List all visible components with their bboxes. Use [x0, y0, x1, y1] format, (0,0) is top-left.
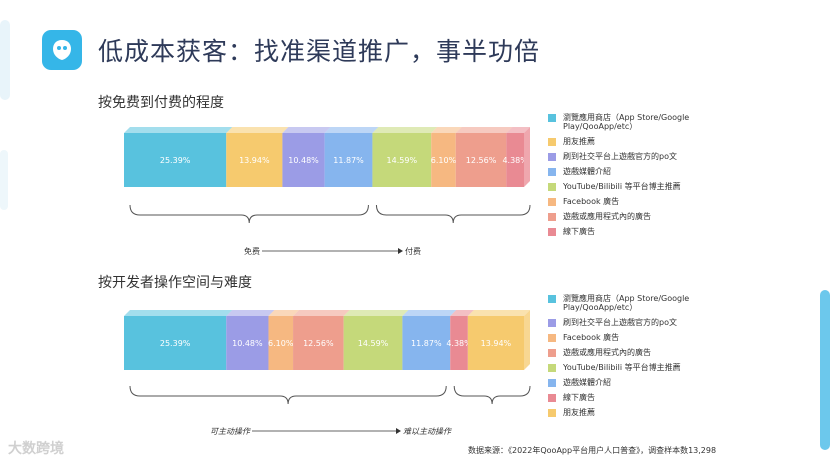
- legend-swatch: [548, 394, 556, 402]
- legend-swatch: [548, 153, 556, 161]
- chart2-bar-top-1: [226, 310, 274, 316]
- legend-swatch: [548, 409, 556, 417]
- legend-label: Facebook 廣告: [563, 197, 619, 206]
- chart1-bar-label-6: 12.56%: [466, 156, 497, 165]
- legend-label: 線下廣告: [563, 227, 595, 236]
- legend-label: 朋友推薦: [563, 137, 595, 146]
- chart2-legend: 瀏覽應用商店（App Store/Google Play/QooApp/etc）…: [548, 294, 708, 423]
- legend-label: 線下廣告: [563, 393, 595, 402]
- chart2-bar-label-5: 11.87%: [411, 339, 442, 348]
- legend-label: 遊戲媒體介紹: [563, 378, 611, 387]
- chart2-legend-item: 刷到社交平台上遊戲官方的po文: [548, 318, 708, 327]
- chart2-bar-side: [524, 310, 530, 370]
- legend-swatch: [548, 379, 556, 387]
- chart2-brace-right: [454, 386, 530, 404]
- chart1-legend-item: 刷到社交平台上遊戲官方的po文: [548, 152, 708, 161]
- chart2-legend-item: 瀏覽應用商店（App Store/Google Play/QooApp/etc）: [548, 294, 708, 312]
- chart1-arrow-head: [398, 248, 403, 254]
- legend-label: 遊戲或應用程式內的廣告: [563, 348, 651, 357]
- chart2-bar-top-5: [402, 310, 456, 316]
- chart1-legend-item: Facebook 廣告: [548, 197, 708, 206]
- legend-label: 刷到社交平台上遊戲官方的po文: [563, 152, 677, 161]
- chart1-bar-top-4: [372, 127, 437, 133]
- chart2-brace-left: [130, 386, 446, 404]
- legend-swatch: [548, 364, 556, 372]
- chart2-brace-right-label: 难以主动操作: [403, 427, 453, 436]
- chart2-legend-item: Facebook 廣告: [548, 333, 708, 342]
- chart1-legend-item: 線下廣告: [548, 227, 708, 236]
- chart2-legend-item: 線下廣告: [548, 393, 708, 402]
- chart1-bar-label-3: 11.87%: [333, 156, 364, 165]
- chart1-bar-label-1: 13.94%: [239, 156, 270, 165]
- legend-label: 朋友推薦: [563, 408, 595, 417]
- legend-label: 刷到社交平台上遊戲官方的po文: [563, 318, 677, 327]
- chart2-bar-label-1: 10.48%: [232, 339, 263, 348]
- chart1-brace-right: [376, 205, 530, 223]
- brand-watermark: 大数跨境: [8, 438, 64, 458]
- chart1-bar-top-6: [456, 127, 513, 133]
- chart1-bar-top-0: [124, 127, 232, 133]
- chart2-arrow-head: [396, 428, 401, 434]
- chart2-bar-top-7: [468, 310, 530, 316]
- chart2-bar-top-3: [293, 310, 350, 316]
- chart2-bar-top-4: [344, 310, 409, 316]
- chart2-brace-left-label: 可主动操作: [210, 427, 252, 436]
- legend-label: 遊戲媒體介紹: [563, 167, 611, 176]
- legend-swatch: [548, 334, 556, 342]
- chart1-brace-right-label: 付费: [405, 246, 421, 256]
- legend-swatch: [548, 295, 556, 303]
- legend-swatch: [548, 319, 556, 327]
- legend-label: Facebook 廣告: [563, 333, 619, 342]
- chart2-bar-label-0: 25.39%: [160, 339, 191, 348]
- data-source-note: 数据来源：《2022年QooApp平台用户人口普查》，调查样本数13,298: [468, 445, 716, 456]
- chart2-bar-top-0: [124, 310, 232, 316]
- legend-swatch: [548, 114, 556, 122]
- chart1-bar-top-3: [325, 127, 379, 133]
- legend-swatch: [548, 183, 556, 191]
- chart1-legend: 瀏覽應用商店（App Store/Google Play/QooApp/etc）…: [548, 113, 708, 242]
- chart1-legend-item: 遊戲或應用程式內的廣告: [548, 212, 708, 221]
- chart2-bar-label-7: 13.94%: [481, 339, 512, 348]
- chart1-legend-item: 遊戲媒體介紹: [548, 167, 708, 176]
- legend-swatch: [548, 198, 556, 206]
- chart2-legend-item: 遊戲或應用程式內的廣告: [548, 348, 708, 357]
- legend-label: 瀏覽應用商店（App Store/Google Play/QooApp/etc）: [563, 113, 708, 131]
- legend-swatch: [548, 213, 556, 221]
- chart1-bar-top-1: [226, 127, 288, 133]
- legend-label: YouTube/Bilibili 等平台博主推薦: [563, 363, 681, 372]
- chart1-bar-label-2: 10.48%: [288, 156, 319, 165]
- chart1-bar-top-2: [282, 127, 330, 133]
- chart2-bar-label-3: 12.56%: [303, 339, 334, 348]
- legend-swatch: [548, 168, 556, 176]
- chart1-bar-side: [524, 127, 530, 187]
- legend-label: YouTube/Bilibili 等平台博主推薦: [563, 182, 681, 191]
- legend-swatch: [548, 228, 556, 236]
- chart2-legend-item: YouTube/Bilibili 等平台博主推薦: [548, 363, 708, 372]
- chart2-bar-label-4: 14.59%: [358, 339, 389, 348]
- chart2-legend-item: 遊戲媒體介紹: [548, 378, 708, 387]
- chart1-brace-left: [130, 205, 368, 223]
- chart1-legend-item: 瀏覽應用商店（App Store/Google Play/QooApp/etc）: [548, 113, 708, 131]
- legend-swatch: [548, 138, 556, 146]
- chart1-brace-left-label: 免费: [244, 246, 260, 256]
- legend-label: 瀏覽應用商店（App Store/Google Play/QooApp/etc）: [563, 294, 708, 312]
- chart1-legend-item: 朋友推薦: [548, 137, 708, 146]
- chart2-legend-item: 朋友推薦: [548, 408, 708, 417]
- chart1-bar-label-4: 14.59%: [387, 156, 418, 165]
- chart1-bar-label-5: 6.10%: [431, 156, 457, 165]
- chart1-legend-item: YouTube/Bilibili 等平台博主推薦: [548, 182, 708, 191]
- chart1-bar-label-0: 25.39%: [160, 156, 191, 165]
- legend-label: 遊戲或應用程式內的廣告: [563, 212, 651, 221]
- chart2-bar-label-2: 6.10%: [268, 339, 294, 348]
- legend-swatch: [548, 349, 556, 357]
